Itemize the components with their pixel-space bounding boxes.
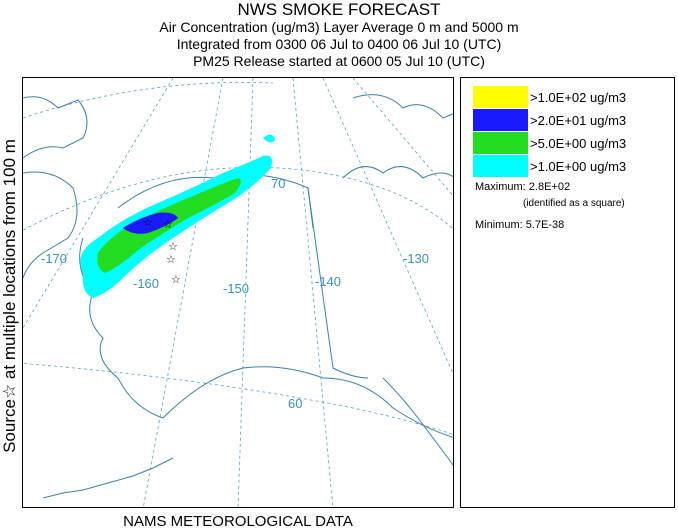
integration-period: Integrated from 0300 06 Jul to 0400 06 J… (176, 36, 502, 52)
maximum-note: (identified as a square) (523, 198, 625, 209)
chukotka-coast (23, 171, 78, 279)
aleutian-chain (42, 457, 174, 499)
plume-green (97, 178, 241, 273)
source-star-2: ☆ (163, 218, 173, 231)
legend-swatch-blue (473, 109, 528, 131)
southeast-alaska (382, 377, 453, 467)
longitude-label-160: -160 (133, 276, 159, 291)
longitude-label-170: -170 (41, 251, 67, 266)
legend-label-blue: >2.0E+01 ug/m3 (530, 112, 627, 128)
maximum-value: Maximum: 2.8E+02 (475, 181, 571, 193)
minimum-value: Minimum: 5.7E-38 (475, 219, 565, 231)
legend-item-yellow: >1.0E+02 ug/m3 (473, 86, 626, 108)
legend-label-green: >5.0E+00 ug/m3 (530, 135, 627, 151)
met-data-label: NAMS METEOROLOGICAL DATA (123, 513, 353, 530)
canadian-arctic (342, 166, 453, 179)
latitude-label-60: 60 (288, 396, 302, 411)
meridian-170 (23, 78, 174, 329)
latitude-line-60 (23, 363, 453, 435)
siberia-coast (23, 96, 88, 159)
map-panel: ☆ ☆ ☆ ☆ ☆ -170 -160 -150 -140 -130 70 60 (22, 77, 454, 508)
plume-blue (123, 212, 178, 234)
source-star-1: ☆ (143, 216, 153, 229)
legend-label-yellow: >1.0E+02 ug/m3 (530, 89, 627, 105)
plume-cyan-patch (263, 134, 275, 143)
source-star-5: ☆ (171, 273, 181, 286)
legend-label-cyan: >1.0E+00 ug/m3 (530, 158, 627, 174)
source-label: Source☆ at multiple locations from 100 m (0, 139, 19, 453)
meridian-120 (352, 78, 453, 197)
map-title: NWS SMOKE FORECAST (237, 0, 441, 19)
source-star-3: ☆ (168, 240, 178, 253)
legend-swatch-cyan (473, 155, 528, 177)
concentration-subtitle: Air Concentration (ug/m3) Layer Average … (159, 19, 519, 35)
latitude-line-80 (23, 82, 274, 119)
legend-item-green: >5.0E+00 ug/m3 (473, 132, 626, 154)
latitude-label-70: 70 (271, 176, 285, 191)
latitude-line-70 (23, 166, 453, 231)
longitude-label-140: -140 (315, 274, 341, 289)
source-star-4: ☆ (166, 253, 176, 266)
meridian-140 (292, 78, 334, 507)
canada-border (307, 187, 369, 379)
meridian-160 (142, 78, 224, 507)
canadian-islands (352, 94, 453, 119)
legend-panel: >1.0E+02 ug/m3 >2.0E+01 ug/m3 >5.0E+00 u… (460, 77, 675, 508)
legend-swatch-green (473, 132, 528, 154)
legend-item-blue: >2.0E+01 ug/m3 (473, 109, 626, 131)
legend-swatch-yellow (473, 86, 528, 108)
release-start: PM25 Release started at 0600 05 Jul 10 (… (193, 53, 485, 69)
map-svg: ☆ ☆ ☆ ☆ ☆ -170 -160 -150 -140 -130 70 60 (23, 78, 453, 507)
meridian-130 (322, 78, 453, 375)
alaska-south-coast (162, 366, 453, 438)
longitude-label-150: -150 (223, 281, 249, 296)
longitude-label-130: -130 (403, 251, 429, 266)
legend-item-cyan: >1.0E+00 ug/m3 (473, 155, 626, 177)
